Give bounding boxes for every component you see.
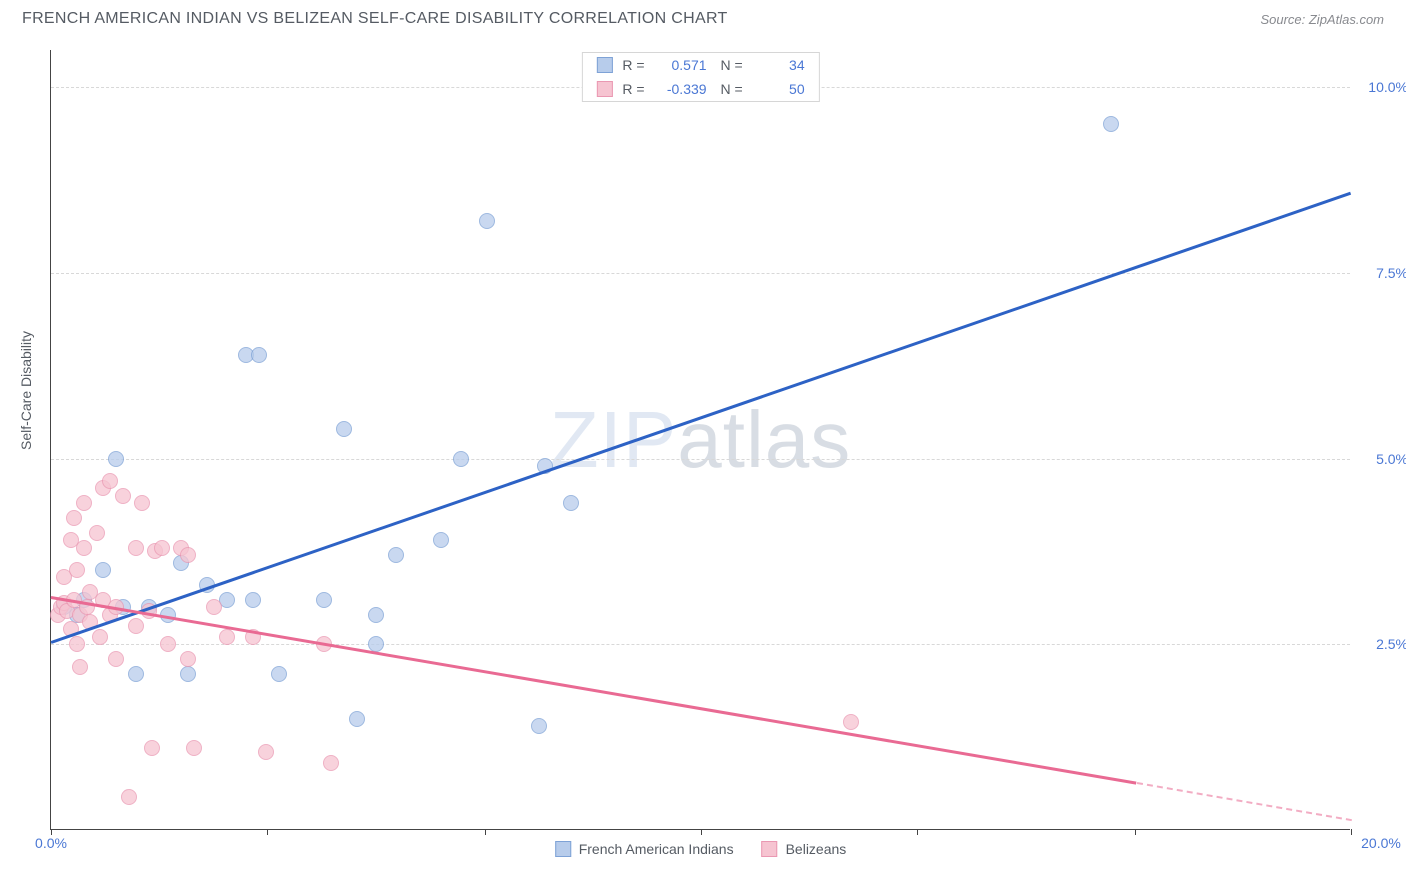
scatter-point [128, 666, 144, 682]
scatter-point [144, 740, 160, 756]
scatter-point [206, 599, 222, 615]
scatter-point [186, 740, 202, 756]
r-label: R = [622, 57, 644, 73]
scatter-point [251, 347, 267, 363]
scatter-point [89, 525, 105, 541]
y-axis-label: Self-Care Disability [18, 331, 34, 450]
x-tick-mark [917, 829, 918, 835]
r-value-1: 0.571 [655, 57, 707, 73]
scatter-point [258, 744, 274, 760]
gridline [51, 273, 1350, 274]
scatter-point [453, 451, 469, 467]
x-tick-mark [1351, 829, 1352, 835]
y-tick-label: 10.0% [1358, 79, 1406, 95]
scatter-point [72, 659, 88, 675]
scatter-point [388, 547, 404, 563]
scatter-point [349, 711, 365, 727]
x-tick-mark [701, 829, 702, 835]
scatter-point [128, 618, 144, 634]
y-tick-label: 2.5% [1358, 636, 1406, 652]
gridline [51, 644, 1350, 645]
scatter-point [563, 495, 579, 511]
legend-row-series1: R = 0.571 N = 34 [582, 53, 818, 77]
scatter-plot: ZIPatlas R = 0.571 N = 34 R = -0.339 N =… [50, 50, 1350, 830]
scatter-point [160, 636, 176, 652]
x-tick-mark [267, 829, 268, 835]
n-value-1: 34 [753, 57, 805, 73]
watermark: ZIPatlas [550, 394, 851, 486]
legend-item-2: Belizeans [762, 841, 847, 857]
trend-line [1136, 782, 1351, 821]
scatter-point [180, 666, 196, 682]
x-tick-mark [485, 829, 486, 835]
watermark-atlas: atlas [677, 395, 851, 484]
scatter-point [433, 532, 449, 548]
scatter-point [121, 789, 137, 805]
legend-label-1: French American Indians [579, 841, 734, 857]
gridline [51, 459, 1350, 460]
scatter-point [92, 629, 108, 645]
scatter-point [316, 592, 332, 608]
scatter-point [95, 562, 111, 578]
legend-item-1: French American Indians [555, 841, 734, 857]
x-tick-mark [1135, 829, 1136, 835]
scatter-point [76, 495, 92, 511]
scatter-point [180, 547, 196, 563]
scatter-point [843, 714, 859, 730]
scatter-point [479, 213, 495, 229]
scatter-point [219, 629, 235, 645]
correlation-legend: R = 0.571 N = 34 R = -0.339 N = 50 [581, 52, 819, 102]
scatter-point [180, 651, 196, 667]
scatter-point [69, 636, 85, 652]
scatter-point [102, 473, 118, 489]
series-legend: French American Indians Belizeans [555, 841, 847, 857]
scatter-point [134, 495, 150, 511]
scatter-point [323, 755, 339, 771]
n-label: N = [717, 81, 743, 97]
scatter-point [69, 562, 85, 578]
trend-line [51, 596, 1137, 784]
trend-line [51, 191, 1352, 643]
scatter-point [66, 510, 82, 526]
x-tick-label: 0.0% [35, 835, 67, 851]
scatter-point [368, 607, 384, 623]
scatter-point [115, 488, 131, 504]
x-tick-label: 20.0% [1361, 835, 1401, 851]
y-tick-label: 5.0% [1358, 451, 1406, 467]
legend-row-series2: R = -0.339 N = 50 [582, 77, 818, 101]
header: FRENCH AMERICAN INDIAN VS BELIZEAN SELF-… [0, 0, 1406, 38]
scatter-point [271, 666, 287, 682]
scatter-point [108, 651, 124, 667]
chart-title: FRENCH AMERICAN INDIAN VS BELIZEAN SELF-… [22, 10, 728, 28]
legend-swatch-blue [555, 841, 571, 857]
scatter-point [108, 451, 124, 467]
y-tick-label: 7.5% [1358, 265, 1406, 281]
scatter-point [154, 540, 170, 556]
scatter-point [245, 592, 261, 608]
scatter-point [1103, 116, 1119, 132]
legend-label-2: Belizeans [786, 841, 847, 857]
scatter-point [336, 421, 352, 437]
n-label: N = [717, 57, 743, 73]
scatter-point [76, 540, 92, 556]
legend-swatch-pink [596, 81, 612, 97]
scatter-point [128, 540, 144, 556]
legend-swatch-pink [762, 841, 778, 857]
r-label: R = [622, 81, 644, 97]
scatter-point [531, 718, 547, 734]
n-value-2: 50 [753, 81, 805, 97]
r-value-2: -0.339 [655, 81, 707, 97]
watermark-zip: ZIP [550, 395, 677, 484]
legend-swatch-blue [596, 57, 612, 73]
source-credit: Source: ZipAtlas.com [1260, 12, 1384, 27]
